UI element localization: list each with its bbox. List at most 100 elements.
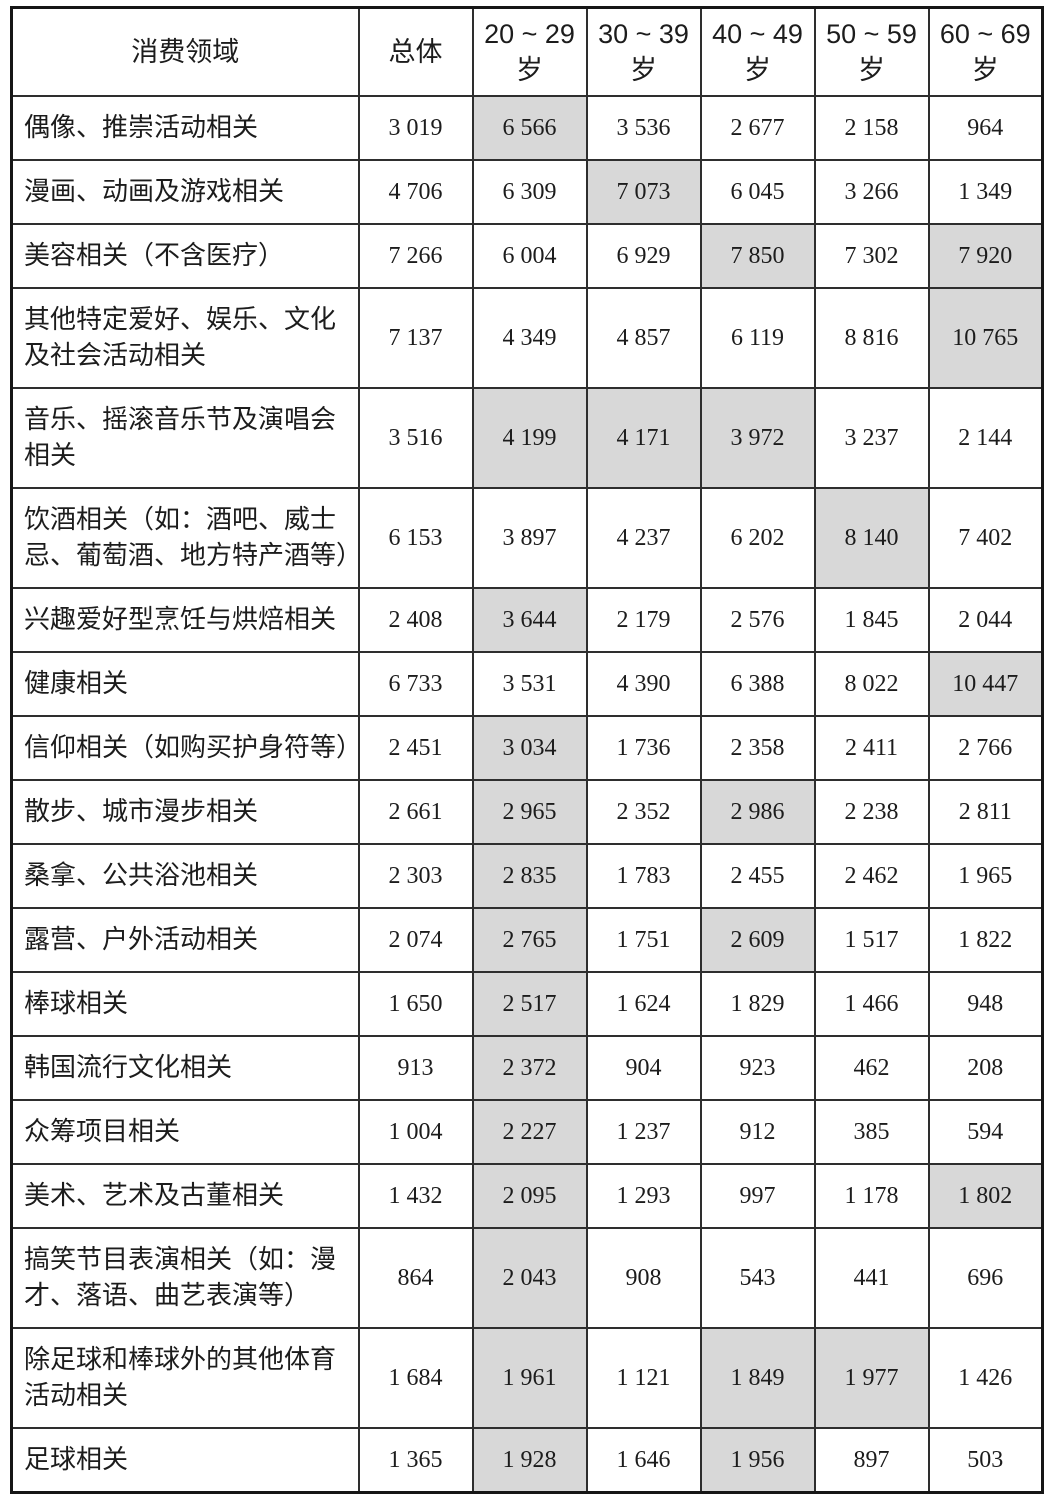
value-cell-highlighted: 2 372 xyxy=(471,1034,588,1101)
value-cell-highlighted: 2 765 xyxy=(471,906,588,973)
value-cell: 2 358 xyxy=(699,714,816,781)
table-row: 信仰相关（如购买护身符等） 2 451 3 034 1 736 2 358 2 411 2 … xyxy=(10,714,1044,781)
value-cell-highlighted: 2 095 xyxy=(471,1162,588,1229)
table-header: 消费领域 总体 20 ~ 29 岁 30 ~ 39 岁 40 ~ 49 岁 50 ~ 59 岁… xyxy=(10,6,1044,97)
value-cell: 964 xyxy=(927,94,1044,161)
value-cell: 2 408 xyxy=(357,586,474,653)
value-cell: 1 466 xyxy=(813,970,930,1037)
value-cell: 441 xyxy=(813,1226,930,1329)
value-cell: 2 576 xyxy=(699,586,816,653)
age-range-label: 20 ~ 29 xyxy=(484,18,575,49)
age-unit-label: 岁 xyxy=(858,54,885,85)
value-cell: 948 xyxy=(927,970,1044,1037)
value-cell: 897 xyxy=(813,1426,930,1493)
row-label-cell: 健康相关 xyxy=(10,650,360,717)
value-cell-highlighted: 1 961 xyxy=(471,1326,588,1429)
value-cell: 2 661 xyxy=(357,778,474,845)
row-label-cell: 偶像、推崇活动相关 xyxy=(10,94,360,161)
value-cell: 594 xyxy=(927,1098,1044,1165)
value-cell: 2 455 xyxy=(699,842,816,909)
age-unit-label: 岁 xyxy=(630,54,657,85)
value-cell-highlighted: 3 644 xyxy=(471,586,588,653)
value-cell: 1 646 xyxy=(585,1426,702,1493)
value-cell-highlighted: 1 802 xyxy=(927,1162,1044,1229)
table-row: 棒球相关 1 650 2 517 1 624 1 829 1 466 948 xyxy=(10,970,1044,1037)
row-label-cell: 音乐、摇滚音乐节及演唱会相关 xyxy=(10,386,360,489)
value-cell: 2 158 xyxy=(813,94,930,161)
header-age-cell: 60 ~ 69 岁 xyxy=(927,6,1044,97)
value-cell: 912 xyxy=(699,1098,816,1165)
value-cell-highlighted: 2 835 xyxy=(471,842,588,909)
value-cell: 1 426 xyxy=(927,1326,1044,1429)
value-cell: 385 xyxy=(813,1098,930,1165)
value-cell-highlighted: 7 920 xyxy=(927,222,1044,289)
table-row: 搞笑节目表演相关（如：漫才、落语、曲艺表演等） 864 2 043 908 543 441… xyxy=(10,1226,1044,1329)
value-cell: 1 650 xyxy=(357,970,474,1037)
value-cell: 2 677 xyxy=(699,94,816,161)
table-row: 美容相关（不含医疗） 7 266 6 004 6 929 7 850 7 302 7 920 xyxy=(10,222,1044,289)
value-cell: 1 432 xyxy=(357,1162,474,1229)
value-cell: 1 736 xyxy=(585,714,702,781)
age-range-label: 50 ~ 59 xyxy=(826,18,917,49)
value-cell: 1 822 xyxy=(927,906,1044,973)
value-cell-highlighted: 2 227 xyxy=(471,1098,588,1165)
value-cell: 6 119 xyxy=(699,286,816,389)
value-cell-highlighted: 3 034 xyxy=(471,714,588,781)
header-row: 消费领域 总体 20 ~ 29 岁 30 ~ 39 岁 40 ~ 49 岁 50 ~ 59 岁… xyxy=(10,6,1044,97)
value-cell: 8 022 xyxy=(813,650,930,717)
value-cell: 2 179 xyxy=(585,586,702,653)
table-row: 众筹项目相关 1 004 2 227 1 237 912 385 594 xyxy=(10,1098,1044,1165)
value-cell: 6 045 xyxy=(699,158,816,225)
table-row: 足球相关 1 365 1 928 1 646 1 956 897 503 xyxy=(10,1426,1044,1493)
value-cell: 208 xyxy=(927,1034,1044,1101)
value-cell: 2 144 xyxy=(927,386,1044,489)
value-cell-highlighted: 2 965 xyxy=(471,778,588,845)
value-cell: 6 309 xyxy=(471,158,588,225)
header-age-cell: 20 ~ 29 岁 xyxy=(471,6,588,97)
value-cell: 2 238 xyxy=(813,778,930,845)
value-cell: 1 365 xyxy=(357,1426,474,1493)
row-label-cell: 除足球和棒球外的其他体育活动相关 xyxy=(10,1326,360,1429)
value-cell: 4 349 xyxy=(471,286,588,389)
table-row: 健康相关 6 733 3 531 4 390 6 388 8 022 10 447 xyxy=(10,650,1044,717)
header-field-cell: 消费领域 xyxy=(10,6,360,97)
value-cell: 1 684 xyxy=(357,1326,474,1429)
value-cell: 2 811 xyxy=(927,778,1044,845)
row-label-cell: 美容相关（不含医疗） xyxy=(10,222,360,289)
value-cell: 2 044 xyxy=(927,586,1044,653)
row-label-cell: 其他特定爱好、娱乐、文化及社会活动相关 xyxy=(10,286,360,389)
value-cell: 1 783 xyxy=(585,842,702,909)
value-cell: 904 xyxy=(585,1034,702,1101)
value-cell: 1 121 xyxy=(585,1326,702,1429)
value-cell-highlighted: 8 140 xyxy=(813,486,930,589)
value-cell: 543 xyxy=(699,1226,816,1329)
row-label-cell: 众筹项目相关 xyxy=(10,1098,360,1165)
table-row: 饮酒相关（如：酒吧、威士忌、葡萄酒、地方特产酒等） 6 153 3 897 4 237… xyxy=(10,486,1044,589)
table-row: 韩国流行文化相关 913 2 372 904 923 462 208 xyxy=(10,1034,1044,1101)
value-cell: 3 516 xyxy=(357,386,474,489)
age-range-label: 40 ~ 49 xyxy=(712,18,803,49)
value-cell: 2 766 xyxy=(927,714,1044,781)
value-cell: 8 816 xyxy=(813,286,930,389)
value-cell: 1 965 xyxy=(927,842,1044,909)
table-row: 桑拿、公共浴池相关 2 303 2 835 1 783 2 455 2 462 1 965 xyxy=(10,842,1044,909)
age-unit-label: 岁 xyxy=(971,54,999,85)
value-cell: 2 303 xyxy=(357,842,474,909)
table-row: 除足球和棒球外的其他体育活动相关 1 684 1 961 1 121 1 849 1 97… xyxy=(10,1326,1044,1429)
value-cell-highlighted: 1 956 xyxy=(699,1426,816,1493)
table-row: 偶像、推崇活动相关 3 019 6 566 3 536 2 677 2 158 964 xyxy=(10,94,1044,161)
value-cell: 6 733 xyxy=(357,650,474,717)
value-cell: 6 388 xyxy=(699,650,816,717)
value-cell: 4 857 xyxy=(585,286,702,389)
value-cell: 3 266 xyxy=(813,158,930,225)
value-cell: 1 178 xyxy=(813,1162,930,1229)
value-cell: 1 004 xyxy=(357,1098,474,1165)
value-cell: 1 349 xyxy=(927,158,1044,225)
value-cell: 2 074 xyxy=(357,906,474,973)
header-age-cell: 50 ~ 59 岁 xyxy=(813,6,930,97)
value-cell: 2 451 xyxy=(357,714,474,781)
value-cell: 2 462 xyxy=(813,842,930,909)
value-cell-highlighted: 1 849 xyxy=(699,1326,816,1429)
row-label-cell: 棒球相关 xyxy=(10,970,360,1037)
value-cell-highlighted: 2 986 xyxy=(699,778,816,845)
